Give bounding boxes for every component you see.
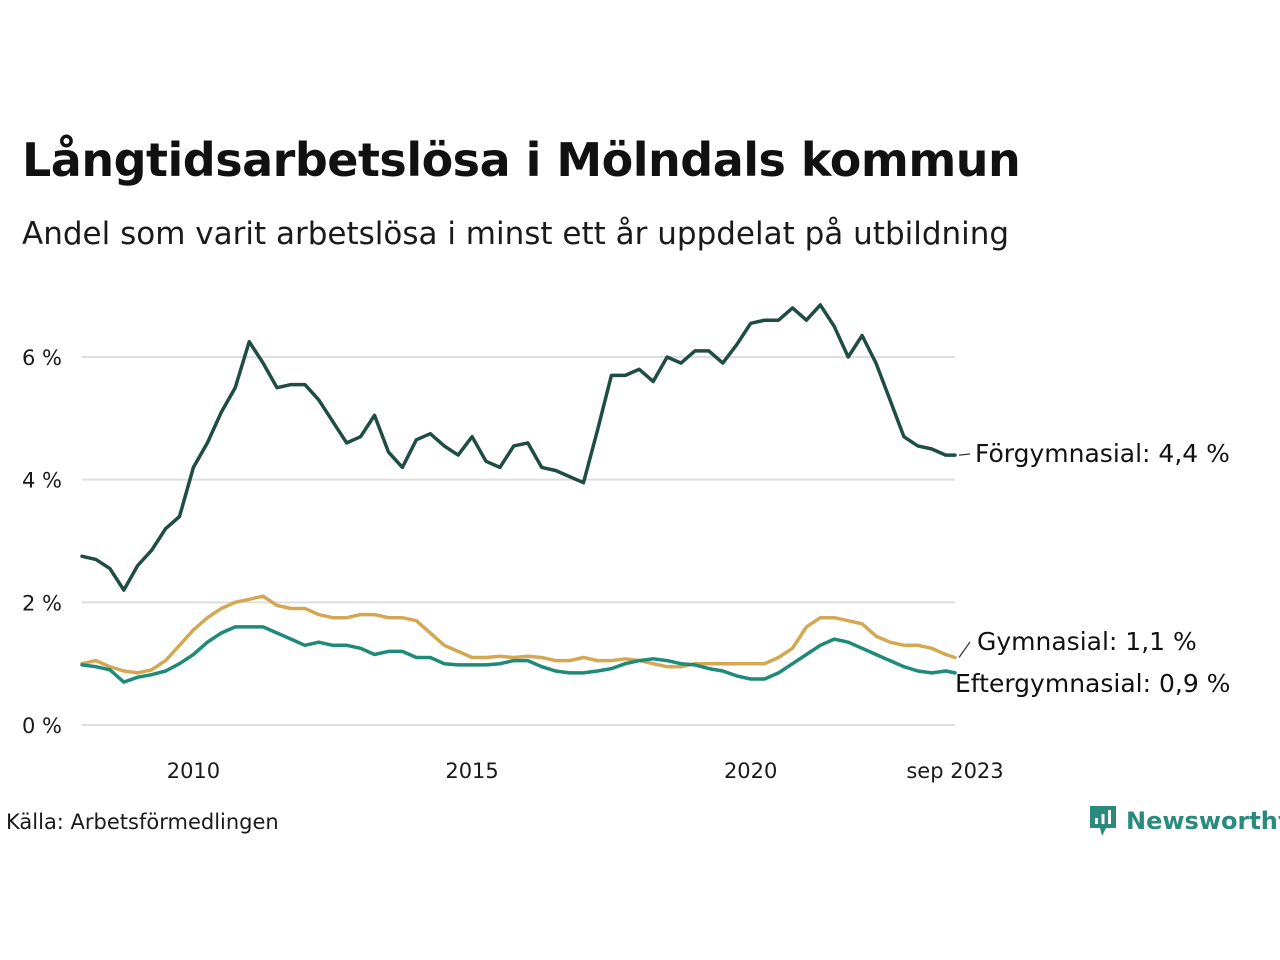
x-axis: 2010 2015 2020 sep 2023 — [167, 759, 1004, 783]
source-note: Källa: Arbetsförmedlingen — [6, 810, 279, 834]
brand-name: Newsworthy — [1126, 807, 1280, 835]
y-tick-label: 4 % — [22, 469, 62, 493]
series-line-eftergymnasial — [80, 625, 957, 684]
x-tick-label: 2015 — [445, 759, 498, 783]
leader-line-gymnasial — [958, 641, 971, 658]
y-tick-label: 0 % — [22, 714, 62, 738]
x-tick-label: 2020 — [724, 759, 777, 783]
y-axis: 0 % 2 % 4 % 6 % — [22, 346, 62, 738]
series-line-gymnasial — [80, 594, 957, 675]
newsworthy-logo-icon — [1090, 806, 1116, 836]
chart-title: Långtidsarbetslösa i Mölndals kommun — [22, 133, 1021, 187]
series-lines — [80, 303, 957, 684]
x-tick-label: sep 2023 — [906, 759, 1003, 783]
series-label-gymnasial: Gymnasial: 1,1 % — [977, 627, 1197, 656]
series-label-eftergymnasial: Eftergymnasial: 0,9 % — [955, 669, 1230, 698]
y-tick-label: 6 % — [22, 346, 62, 370]
series-line-forgymnasial — [80, 303, 957, 592]
brand-logo: Newsworthy — [1088, 804, 1280, 838]
y-tick-label: 2 % — [22, 591, 62, 615]
leader-line-forgymnasial — [958, 453, 971, 456]
series-label-forgymnasial: Förgymnasial: 4,4 % — [975, 439, 1230, 468]
series-labels: Förgymnasial: 4,4 % Gymnasial: 1,1 % Efter… — [955, 439, 1230, 698]
x-tick-label: 2010 — [167, 759, 220, 783]
chart-subtitle: Andel som varit arbetslösa i minst ett å… — [22, 216, 1010, 252]
grid-lines — [82, 356, 955, 726]
